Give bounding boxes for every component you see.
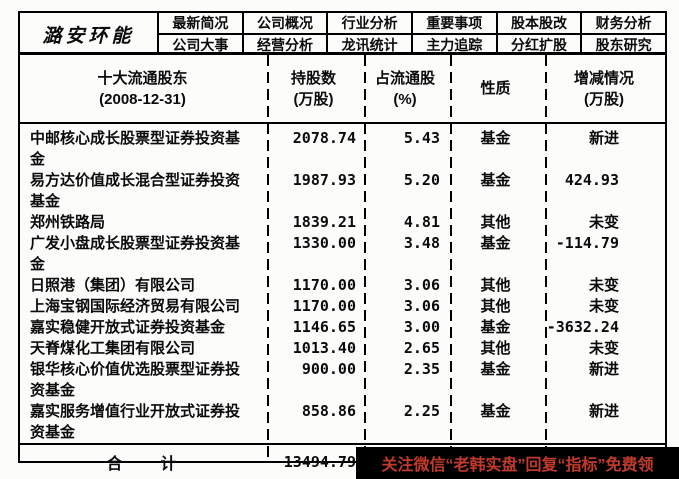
menu-item-company-overview[interactable]: 公司概况	[241, 13, 327, 35]
shareholder-name: 中邮核心成长股票型证券投资基金	[30, 130, 241, 168]
menu-item-industry-analysis[interactable]: 行业分析	[326, 13, 411, 35]
col-header-change-title: 增减情况	[573, 69, 634, 87]
holding-change: -114.79	[555, 234, 619, 252]
table-row: 日照港（集团）有限公司 1170.00 3.06 其他 未变	[20, 275, 665, 296]
menu-item-key-events[interactable]: 重要事项	[410, 13, 496, 35]
holder-nature: 其他	[480, 277, 511, 294]
holding-change: 未变	[588, 276, 619, 294]
shareholder-name: 易方达价值成长混合型证券投资基金	[30, 172, 241, 210]
holder-nature: 基金	[480, 130, 511, 147]
menu-item-shareholder-research[interactable]: 股东研究	[580, 35, 665, 55]
pct-of-float: 3.06	[403, 276, 440, 294]
table-row: 广发小盘成长股票型证券投资基金 1330.00 3.48 基金 -114.79	[20, 233, 665, 275]
holding-change: 424.93	[564, 171, 619, 189]
col-header-shares: 持股数 (万股)	[265, 55, 362, 124]
holder-nature: 基金	[480, 319, 511, 336]
holder-nature: 基金	[480, 172, 511, 189]
shares-held: 858.86	[301, 402, 356, 420]
menu-item-main-force-tracking[interactable]: 主力追踪	[410, 35, 496, 55]
shareholder-name: 嘉实稳健开放式证券投资基金	[30, 319, 226, 336]
col-header-nature-title: 性质	[480, 80, 511, 97]
holder-nature: 其他	[480, 298, 511, 315]
shareholder-name: 郑州铁路局	[30, 214, 106, 231]
pct-of-float: 2.65	[403, 339, 440, 357]
table-row: 嘉实稳健开放式证券投资基金 1146.65 3.00 基金 -3632.24	[20, 317, 665, 338]
pct-of-float: 2.25	[403, 402, 440, 420]
shares-held: 1839.21	[292, 213, 356, 231]
column-separator	[267, 55, 269, 461]
menu-item-operation-analysis[interactable]: 经营分析	[241, 35, 327, 55]
shares-held: 1170.00	[292, 297, 356, 315]
column-separator	[364, 55, 366, 461]
holder-nature: 基金	[480, 361, 511, 378]
col-header-change: 增减情况 (万股)	[543, 55, 665, 124]
pct-of-float: 5.43	[403, 129, 440, 147]
shareholder-name: 银华核心价值优选股票型证券投资基金	[30, 361, 241, 399]
menu-item-longxun-stats[interactable]: 龙讯统计	[326, 35, 411, 55]
shares-held: 1013.40	[292, 339, 356, 357]
col-header-shareholder: 十大流通股东 (2008-12-31)	[20, 55, 265, 124]
shareholder-name: 广发小盘成长股票型证券投资基金	[30, 235, 241, 273]
holder-nature: 基金	[480, 235, 511, 252]
pct-of-float: 2.35	[403, 360, 440, 378]
pct-of-float: 3.48	[403, 234, 440, 252]
holding-change: 未变	[588, 339, 619, 357]
pct-of-float: 4.81	[403, 213, 440, 231]
holder-nature: 基金	[480, 403, 511, 420]
top-header-bar: 潞安环能 最新简况 公司概况 行业分析 重要事项 股本股改 财务分析 公司大事 …	[18, 11, 667, 55]
company-name: 潞安环能	[42, 25, 135, 47]
col-header-pct-unit: (%)	[393, 90, 417, 108]
watermark-text: 关注微信“老韩实盘”回复“指标”免费领	[381, 457, 654, 474]
holder-nature: 其他	[480, 340, 511, 357]
shares-held: 1170.00	[292, 276, 356, 294]
table-row: 银华核心价值优选股票型证券投资基金 900.00 2.35 基金 新进	[20, 359, 665, 401]
menu-item-latest-brief[interactable]: 最新简况	[157, 13, 242, 35]
shares-held: 1146.65	[292, 318, 356, 336]
table-row: 嘉实服务增值行业开放式证券投资基金 858.86 2.25 基金 新进	[20, 401, 665, 444]
menu-item-dividend-expansion[interactable]: 分红扩股	[495, 35, 581, 55]
menu-item-financial-analysis[interactable]: 财务分析	[580, 13, 665, 35]
shareholder-name: 上海宝钢国际经济贸易有限公司	[30, 298, 241, 315]
table-row: 易方达价值成长混合型证券投资基金 1987.93 5.20 基金 424.93	[20, 170, 665, 212]
menu-item-share-reform[interactable]: 股本股改	[495, 13, 581, 35]
pct-of-float: 5.20	[403, 171, 440, 189]
shareholder-name: 嘉实服务增值行业开放式证券投资基金	[30, 403, 241, 441]
shareholder-name: 日照港（集团）有限公司	[30, 277, 196, 294]
holder-nature: 其他	[480, 214, 511, 231]
menu-item-company-events[interactable]: 公司大事	[157, 35, 242, 55]
col-header-shareholder-date: (2008-12-31)	[99, 90, 186, 108]
col-header-change-unit: (万股)	[584, 90, 624, 108]
shares-held: 900.00	[301, 360, 356, 378]
holding-change: -3632.24	[546, 318, 619, 336]
table-header-row: 十大流通股东 (2008-12-31) 持股数 (万股) 占流通股 (%) 性质…	[20, 55, 665, 124]
pct-of-float: 3.06	[403, 297, 440, 315]
holding-change: 新进	[588, 360, 619, 378]
total-shares: 13494.79	[265, 443, 362, 479]
holding-change: 新进	[588, 402, 619, 420]
holding-change: 未变	[588, 297, 619, 315]
shareholders-table: 十大流通股东 (2008-12-31) 持股数 (万股) 占流通股 (%) 性质…	[18, 53, 667, 479]
table-row: 天脊煤化工集团有限公司 1013.40 2.65 其他 未变	[20, 338, 665, 359]
col-header-shareholder-title: 十大流通股东	[97, 69, 188, 87]
col-header-shares-unit: (万股)	[293, 90, 334, 108]
column-separator	[545, 55, 547, 461]
table-row: 郑州铁路局 1839.21 4.81 其他 未变	[20, 212, 665, 233]
column-separator	[450, 55, 452, 461]
total-label: 合 计	[20, 443, 265, 479]
col-header-pct-title: 占流通股	[374, 69, 435, 87]
table-row: 上海宝钢国际经济贸易有限公司 1170.00 3.06 其他 未变	[20, 296, 665, 317]
holding-change: 新进	[588, 129, 619, 147]
holding-change: 未变	[588, 213, 619, 231]
pct-of-float: 3.00	[403, 318, 440, 336]
watermark-banner: 关注微信“老韩实盘”回复“指标”免费领	[356, 447, 679, 479]
shares-held: 2078.74	[292, 129, 356, 147]
table-row: 中邮核心成长股票型证券投资基金 2078.74 5.43 基金 新进	[20, 123, 665, 170]
col-header-nature: 性质	[448, 55, 543, 124]
shareholder-name: 天脊煤化工集团有限公司	[30, 340, 196, 357]
col-header-shares-title: 持股数	[290, 69, 336, 87]
col-header-pct: 占流通股 (%)	[362, 55, 448, 124]
shares-held: 1330.00	[292, 234, 356, 252]
shares-held: 1987.93	[292, 171, 356, 189]
